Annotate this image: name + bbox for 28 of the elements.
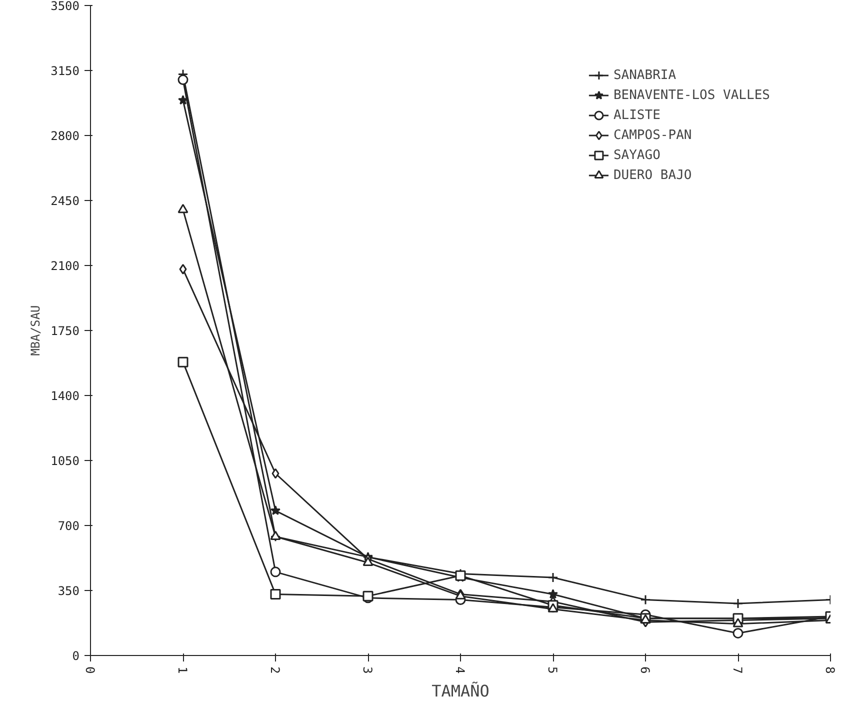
y-tick-label: 1400 [50,389,80,403]
y-tick-label: 2100 [50,259,80,273]
x-tick-label: 1 [176,666,190,674]
y-tick-label: 3150 [50,64,80,78]
x-tick-label: 3 [360,666,374,674]
x-tick-label: 4 [453,666,467,674]
y-tick-label: 350 [58,584,80,598]
y-tick-label: 2800 [50,129,80,143]
legend-label: SANABRIA [613,68,676,82]
y-tick-label: 1050 [50,454,80,468]
y-tick-label: 3500 [50,0,80,13]
x-tick-label: 6 [638,666,652,674]
legend-label: SAYAGO [613,148,660,162]
x-tick-label: 8 [823,666,837,674]
x-tick-label: 0 [83,666,97,674]
y-tick-label: 2450 [50,194,80,208]
x-tick-label: 5 [546,666,560,674]
y-axis-title: MBA/SAU [28,305,43,356]
legend-label: CAMPOS-PAN [613,128,692,142]
legend-label: DUERO BAJO [613,168,692,182]
x-tick-label: 2 [268,666,282,674]
y-tick-label: 1750 [50,324,80,338]
y-tick-label: 700 [58,519,80,533]
legend-label: ALISTE [613,108,660,122]
x-axis-title: TAMAÑO [432,682,490,701]
legend-label: BENAVENTE-LOS VALLES [613,88,770,102]
y-tick-label: 0 [72,649,80,663]
x-tick-label: 7 [730,666,744,674]
